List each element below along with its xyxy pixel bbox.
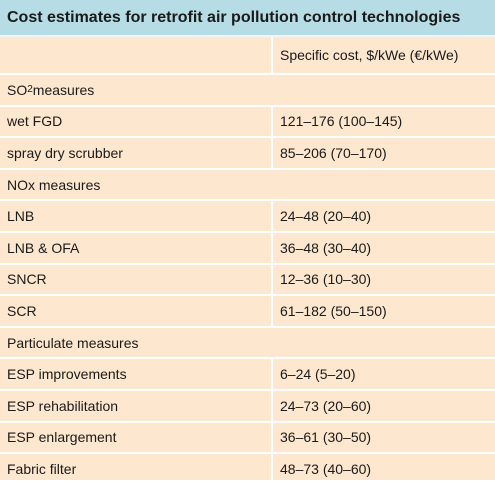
section-label: Particulate measures xyxy=(7,334,139,351)
cost-cell: 85–206 (70–170) xyxy=(280,144,387,161)
technology-cell: ESP enlargement xyxy=(0,422,273,453)
section-row-so2: SO 2 measures xyxy=(0,75,495,107)
table-row: SNCR 12–36 (10–30) xyxy=(0,264,495,297)
table-row: Fabric filter 48–73 (40–60) xyxy=(0,454,495,486)
technology-cell: spray dry scrubber xyxy=(0,138,273,168)
cost-cell: 24–73 (20–60) xyxy=(280,397,372,414)
table-row: ESP rehabilitation 24–73 (20–60) xyxy=(0,390,495,423)
section-label-subscript: 2 xyxy=(27,84,33,96)
section-row-nox: NOx measures xyxy=(0,170,495,202)
cost-cell: 48–73 (40–60) xyxy=(280,460,372,477)
cost-cell: 36–61 (30–50) xyxy=(280,429,372,446)
cost-cell: 24–48 (20–40) xyxy=(280,208,372,225)
cost-cell: 36–48 (30–40) xyxy=(280,239,372,256)
table-row: ESP improvements 6–24 (5–20) xyxy=(0,359,495,391)
technology-cell: SNCR xyxy=(0,264,273,295)
technology-cell: LNB & OFA xyxy=(0,232,273,263)
technology-cell: ESP rehabilitation xyxy=(0,390,273,421)
header-technology xyxy=(0,37,273,73)
table-row: ESP enlargement 36–61 (30–50) xyxy=(0,422,495,455)
table-row: wet FGD 121–176 (100–145) xyxy=(0,106,495,139)
technology-cell: LNB xyxy=(0,201,273,231)
table-title: Cost estimates for retrofit air pollutio… xyxy=(0,0,495,37)
header-specific-cost: Specific cost, $/kWe (€/kWe) xyxy=(280,47,459,63)
section-row-particulate: Particulate measures xyxy=(0,328,495,360)
section-label: SO 2 measures xyxy=(0,75,495,105)
table-header-row: Specific cost, $/kWe (€/kWe) xyxy=(0,37,495,75)
table-row: SCR 61–182 (50–150) xyxy=(0,296,495,328)
cost-cell: 6–24 (5–20) xyxy=(280,366,356,383)
section-label-prefix: SO xyxy=(7,81,28,98)
table-row: LNB & OFA 36–48 (30–40) xyxy=(0,232,495,265)
technology-cell: wet FGD xyxy=(0,106,273,137)
section-label: NOx measures xyxy=(7,176,101,193)
cost-cell: 121–176 (100–145) xyxy=(280,113,403,130)
table-row: LNB 24–48 (20–40) xyxy=(0,201,495,233)
technology-cell: ESP improvements xyxy=(0,359,273,389)
cost-cell: 12–36 (10–30) xyxy=(280,271,372,288)
cost-cell: 61–182 (50–150) xyxy=(280,302,387,319)
technology-cell: Fabric filter xyxy=(0,454,273,484)
table-row: spray dry scrubber 85–206 (70–170) xyxy=(0,138,495,170)
technology-cell: SCR xyxy=(0,296,273,326)
section-label-suffix: measures xyxy=(32,81,95,98)
